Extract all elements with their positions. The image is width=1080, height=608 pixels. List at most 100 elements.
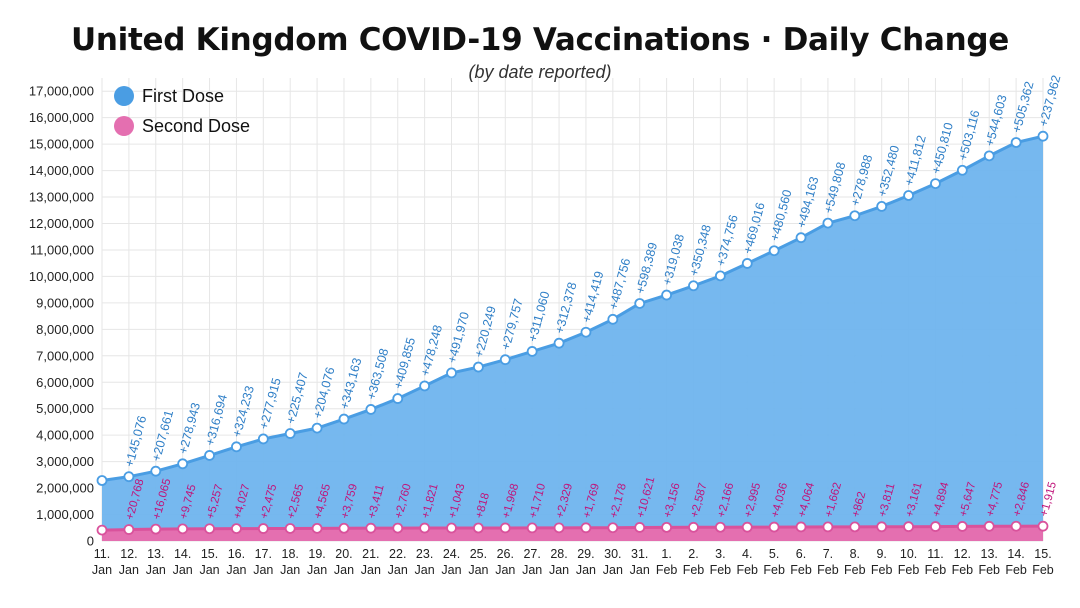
first-dose-point xyxy=(956,164,968,176)
first-dose-data-label: +316,694 xyxy=(203,393,230,447)
second-dose-point xyxy=(123,524,135,535)
second-dose-point xyxy=(795,521,807,533)
first-dose-data-label: +279,757 xyxy=(499,297,526,351)
first-dose-data-label: +220,249 xyxy=(472,304,499,358)
first-dose-point xyxy=(580,326,592,338)
y-tick-label: 7,000,000 xyxy=(36,348,94,363)
first-dose-point xyxy=(96,475,108,486)
x-tick-month-label: Jan xyxy=(280,563,300,577)
second-dose-point xyxy=(499,522,511,534)
first-dose-data-label: +544,603 xyxy=(983,93,1010,147)
second-dose-point xyxy=(580,522,592,534)
y-tick-label: 9,000,000 xyxy=(36,295,94,310)
y-tick-label: 15,000,000 xyxy=(29,137,94,152)
legend-label: First Dose xyxy=(142,86,224,106)
y-tick-label: 17,000,000 xyxy=(29,84,94,99)
first-dose-data-label: +312,378 xyxy=(552,281,579,335)
second-dose-point xyxy=(150,523,162,535)
x-tick-month-label: Jan xyxy=(603,563,623,577)
first-dose-point xyxy=(499,354,511,366)
x-tick-day-label: 13. xyxy=(981,547,998,561)
x-tick-day-label: 9. xyxy=(876,547,886,561)
first-dose-data-label: +478,248 xyxy=(418,323,445,377)
x-tick-day-label: 3. xyxy=(715,547,725,561)
second-dose-point xyxy=(446,522,457,534)
x-tick-month-label: Feb xyxy=(978,563,1000,577)
x-tick-month-label: Jan xyxy=(226,563,246,577)
second-dose-point xyxy=(768,521,780,533)
x-tick-day-label: 4. xyxy=(742,547,752,561)
first-dose-data-label: +480,560 xyxy=(768,188,795,242)
first-dose-data-label: +278,943 xyxy=(176,401,203,455)
x-tick-day-label: 21. xyxy=(362,547,379,561)
x-tick-month-label: Jan xyxy=(146,563,166,577)
x-tick-month-label: Jan xyxy=(495,563,515,577)
second-dose-point xyxy=(983,520,995,532)
second-dose-point xyxy=(204,523,215,535)
x-tick-month-label: Jan xyxy=(361,563,381,577)
x-tick-month-label: Feb xyxy=(925,563,947,577)
second-dose-point xyxy=(661,521,672,533)
first-dose-point xyxy=(365,404,377,415)
legend-label: Second Dose xyxy=(142,116,250,136)
x-tick-month-label: Feb xyxy=(656,563,678,577)
first-dose-point xyxy=(553,337,565,349)
first-dose-data-label: +225,407 xyxy=(284,371,311,425)
x-tick-month-label: Jan xyxy=(199,563,219,577)
second-dose-point xyxy=(338,522,350,534)
legend-marker xyxy=(114,86,134,106)
x-tick-day-label: 16. xyxy=(228,547,245,561)
x-tick-month-label: Feb xyxy=(952,563,974,577)
y-tick-label: 3,000,000 xyxy=(36,454,94,469)
x-tick-day-label: 15. xyxy=(201,547,218,561)
y-tick-label: 2,000,000 xyxy=(36,481,94,496)
first-dose-point xyxy=(634,298,646,309)
x-tick-day-label: 12. xyxy=(954,547,971,561)
second-dose-point xyxy=(714,521,726,533)
x-tick-day-label: 10. xyxy=(900,547,917,561)
first-dose-point xyxy=(446,367,457,379)
second-dose-point xyxy=(822,521,834,533)
second-dose-point xyxy=(526,522,538,534)
first-dose-data-label: +549,808 xyxy=(821,161,848,215)
first-dose-point xyxy=(661,289,672,301)
x-tick-day-label: 12. xyxy=(120,547,137,561)
x-tick-day-label: 6. xyxy=(796,547,806,561)
first-dose-point xyxy=(392,393,404,404)
y-tick-label: 1,000,000 xyxy=(36,507,94,522)
first-dose-point xyxy=(123,471,135,483)
first-dose-point xyxy=(607,313,619,325)
first-dose-data-label: +324,233 xyxy=(230,384,257,438)
second-dose-point xyxy=(231,523,242,535)
y-tick-label: 16,000,000 xyxy=(29,110,94,125)
first-dose-point xyxy=(741,258,753,269)
second-dose-point xyxy=(177,523,189,535)
x-tick-month-label: Jan xyxy=(415,563,435,577)
x-tick-day-label: 28. xyxy=(550,547,567,561)
second-dose-point xyxy=(392,522,404,534)
second-dose-point xyxy=(257,523,269,534)
x-tick-day-label: 27. xyxy=(523,547,540,561)
first-dose-data-label: +343,163 xyxy=(337,356,364,410)
x-tick-day-label: 26. xyxy=(497,547,514,561)
x-tick-day-label: 15. xyxy=(1034,547,1051,561)
second-dose-point xyxy=(876,521,888,533)
first-dose-data-label: +494,163 xyxy=(794,175,821,229)
y-tick-label: 14,000,000 xyxy=(29,163,94,178)
chart-title: United Kingdom COVID-19 Vaccinations · D… xyxy=(71,22,1009,58)
first-dose-data-label: +503,116 xyxy=(956,109,983,162)
first-dose-point xyxy=(526,346,538,357)
x-tick-month-label: Jan xyxy=(173,563,193,577)
second-dose-point xyxy=(311,522,323,534)
x-tick-month-label: Feb xyxy=(736,563,758,577)
first-dose-point xyxy=(876,201,888,212)
first-dose-point xyxy=(338,413,350,425)
second-dose-point xyxy=(930,521,941,532)
first-dose-point xyxy=(903,190,914,201)
x-tick-month-label: Jan xyxy=(441,563,461,577)
x-tick-month-label: Feb xyxy=(790,563,812,577)
y-tick-label: 6,000,000 xyxy=(36,375,94,390)
first-dose-point xyxy=(930,178,941,189)
x-tick-month-label: Feb xyxy=(710,563,732,577)
